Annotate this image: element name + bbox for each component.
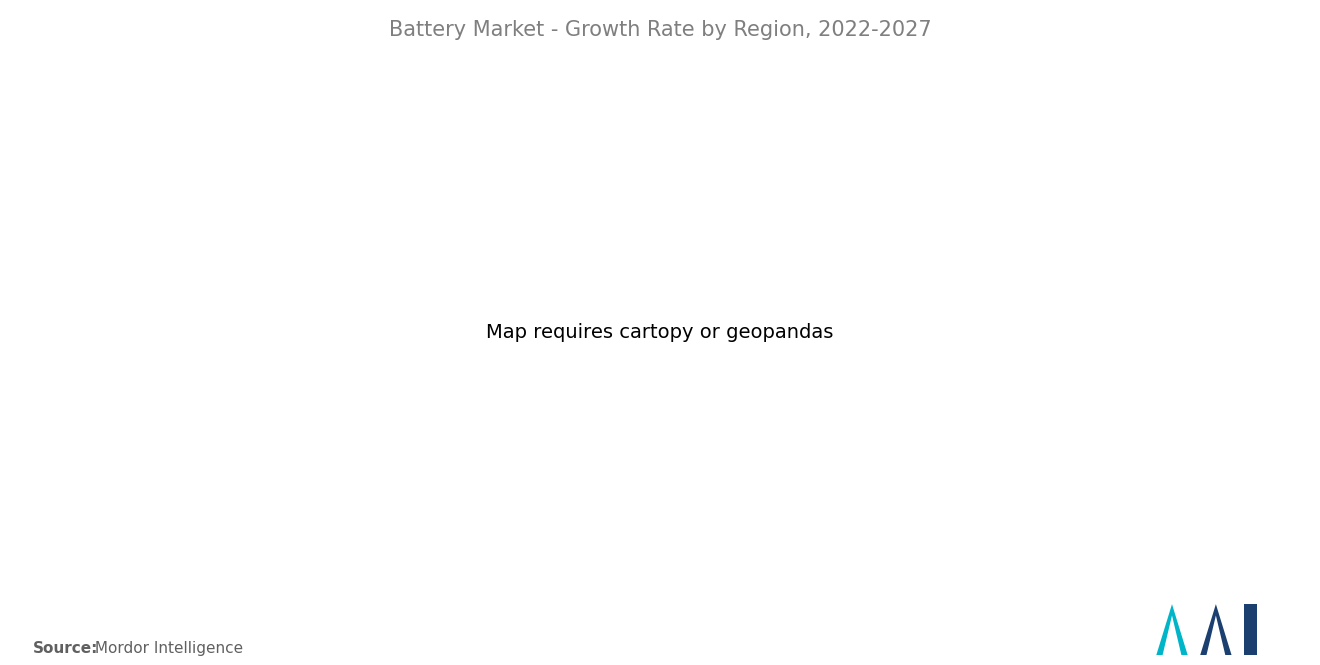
Text: Mordor Intelligence: Mordor Intelligence — [90, 641, 243, 656]
Text: Source:: Source: — [33, 641, 99, 656]
Polygon shape — [1243, 604, 1257, 655]
Polygon shape — [1200, 604, 1232, 655]
Text: Map requires cartopy or geopandas: Map requires cartopy or geopandas — [486, 323, 834, 342]
Polygon shape — [1156, 604, 1188, 655]
Text: Battery Market - Growth Rate by Region, 2022-2027: Battery Market - Growth Rate by Region, … — [388, 20, 932, 40]
